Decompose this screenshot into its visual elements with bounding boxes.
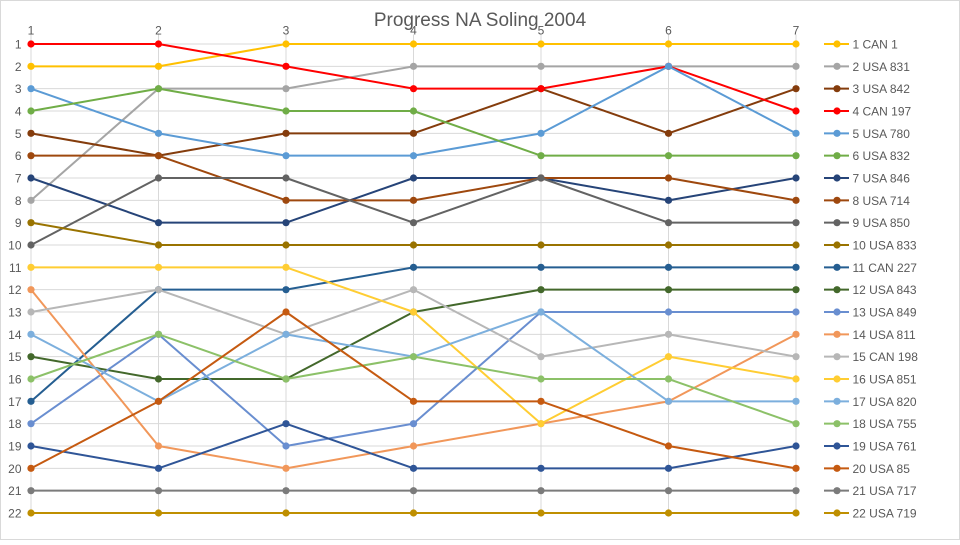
svg-text:13 USA 849: 13 USA 849 <box>853 306 917 320</box>
svg-text:2: 2 <box>155 24 162 38</box>
svg-text:6: 6 <box>665 24 672 38</box>
svg-text:1 CAN 1: 1 CAN 1 <box>853 38 899 52</box>
svg-text:15: 15 <box>8 350 22 364</box>
svg-text:18: 18 <box>8 417 22 431</box>
svg-text:10: 10 <box>8 239 22 253</box>
svg-text:6 USA 832: 6 USA 832 <box>853 149 911 163</box>
svg-text:11: 11 <box>9 261 22 275</box>
svg-text:12: 12 <box>8 283 22 297</box>
svg-text:18 USA 755: 18 USA 755 <box>853 417 917 431</box>
svg-text:21: 21 <box>8 484 22 498</box>
svg-text:17 USA 820: 17 USA 820 <box>853 395 917 409</box>
svg-text:6: 6 <box>15 149 22 163</box>
svg-text:8 USA 714: 8 USA 714 <box>853 194 911 208</box>
svg-text:9: 9 <box>15 216 22 230</box>
svg-text:14: 14 <box>8 328 22 342</box>
svg-text:8: 8 <box>15 194 22 208</box>
svg-text:7: 7 <box>793 24 800 38</box>
svg-text:3: 3 <box>15 82 22 96</box>
svg-text:Progress NA Soling 2004: Progress NA Soling 2004 <box>374 10 587 31</box>
svg-text:2: 2 <box>15 60 22 74</box>
svg-text:4 CAN 197: 4 CAN 197 <box>853 105 912 119</box>
svg-text:13: 13 <box>8 306 22 320</box>
svg-text:10 USA 833: 10 USA 833 <box>853 239 917 253</box>
svg-text:20: 20 <box>8 462 22 476</box>
svg-text:5 USA 780: 5 USA 780 <box>853 127 911 141</box>
svg-text:7: 7 <box>15 172 22 186</box>
svg-text:7 USA 846: 7 USA 846 <box>853 172 911 186</box>
svg-text:1: 1 <box>28 24 35 38</box>
svg-text:17: 17 <box>8 395 22 409</box>
svg-text:22 USA 719: 22 USA 719 <box>853 507 917 521</box>
svg-text:16 USA 851: 16 USA 851 <box>853 373 917 387</box>
svg-text:5: 5 <box>538 24 545 38</box>
svg-text:15 CAN 198: 15 CAN 198 <box>853 350 919 364</box>
svg-text:22: 22 <box>8 507 22 521</box>
svg-text:21 USA 717: 21 USA 717 <box>853 484 917 498</box>
svg-text:19: 19 <box>8 440 22 454</box>
svg-text:20 USA 85: 20 USA 85 <box>853 462 911 476</box>
svg-text:11 CAN 227: 11 CAN 227 <box>853 261 918 275</box>
svg-text:14 USA 811: 14 USA 811 <box>853 328 916 342</box>
svg-text:19 USA 761: 19 USA 761 <box>853 440 917 454</box>
svg-text:3 USA 842: 3 USA 842 <box>853 82 911 96</box>
svg-text:16: 16 <box>8 373 22 387</box>
svg-text:9 USA 850: 9 USA 850 <box>853 216 911 230</box>
svg-text:1: 1 <box>15 38 22 52</box>
svg-text:4: 4 <box>15 105 22 119</box>
svg-text:2 USA 831: 2 USA 831 <box>853 60 911 74</box>
svg-text:12 USA 843: 12 USA 843 <box>853 283 917 297</box>
svg-text:5: 5 <box>15 127 22 141</box>
svg-text:3: 3 <box>283 24 290 38</box>
svg-text:4: 4 <box>410 24 417 38</box>
